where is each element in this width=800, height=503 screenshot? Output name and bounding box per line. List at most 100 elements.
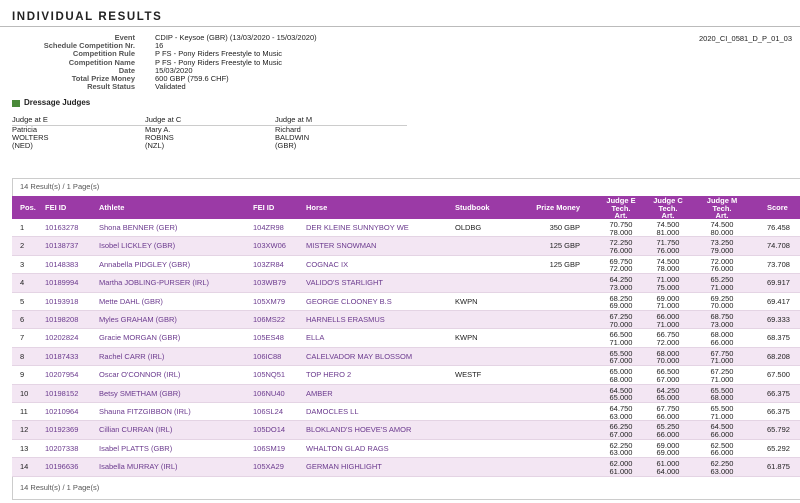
judges-icon [12, 100, 20, 107]
cell-fei-id[interactable]: 10192369 [45, 425, 79, 435]
cell-horse[interactable]: COGNAC IX [306, 259, 349, 269]
cell-horse[interactable]: HARNELLS ERASMUS [306, 315, 385, 324]
cell-athlete[interactable]: Mette DAHL (GBR) [99, 296, 163, 306]
judge-score: 68.250 [609, 293, 633, 303]
judge-score: 71.750 [656, 238, 680, 248]
page-title: INDIVIDUAL RESULTS [12, 11, 163, 23]
cell-fei-id[interactable]: 10210964 [45, 407, 79, 416]
cell-fei-id[interactable]: 10207954 [45, 370, 79, 380]
cell-horse[interactable]: AMBER [306, 388, 333, 398]
cell-horse-id[interactable]: 105DO14 [253, 425, 286, 435]
judge-nation: (GBR) [275, 141, 297, 150]
cell-athlete[interactable]: Shauna FITZGIBBON (IRL) [99, 407, 191, 416]
judge-score: 68.000 [710, 330, 734, 340]
cell-fei-id[interactable]: 10189994 [45, 278, 79, 288]
cell-horse-id[interactable]: 105NQ51 [253, 370, 286, 380]
cell-score: 67.500 [767, 370, 790, 380]
cell-fei-id[interactable]: 10193918 [45, 296, 79, 306]
cell-horse[interactable]: GERMAN HIGHLIGHT [306, 462, 382, 472]
cell-score: 69.917 [767, 278, 790, 288]
cell-fei-id[interactable]: 10187433 [45, 351, 79, 361]
cell-pos: 1 [20, 223, 25, 232]
cell-horse[interactable]: ELLA [306, 333, 325, 343]
column-header: Tech. [712, 203, 732, 213]
judge-last: ROBINS [145, 133, 174, 142]
cell-horse-id[interactable]: 104ZR98 [253, 223, 284, 232]
cell-athlete[interactable]: Myles GRAHAM (GBR) [99, 315, 177, 324]
cell-horse[interactable]: TOP HERO 2 [306, 370, 352, 380]
cell-score: 73.708 [767, 259, 790, 269]
judge-score: 69.000 [656, 293, 680, 303]
cell-fei-id[interactable]: 10138737 [45, 241, 79, 251]
cell-horse-id[interactable]: 106MS22 [253, 315, 286, 324]
table-row [12, 403, 800, 422]
cell-athlete[interactable]: Oscar O'CONNOR (IRL) [99, 370, 181, 380]
cell-fei-id[interactable]: 10207338 [45, 443, 79, 453]
judge-score: 63.000 [609, 411, 633, 421]
cell-athlete[interactable]: Isabel PLATTS (GBR) [99, 443, 173, 453]
cell-fei-id[interactable]: 10202824 [45, 333, 79, 343]
judge-score: 65.500 [609, 348, 633, 358]
judge-score: 72.250 [609, 238, 633, 248]
info-label: Result Status [87, 82, 135, 92]
cell-fei-id[interactable]: 10196636 [45, 462, 79, 472]
cell-athlete[interactable]: Isobel LICKLEY (GBR) [99, 241, 176, 251]
judge-score: 72.000 [710, 256, 734, 266]
judge-score: 67.000 [609, 356, 633, 366]
cell-horse-id[interactable]: 106SM19 [253, 443, 286, 453]
cell-athlete[interactable]: Rachel CARR (IRL) [99, 351, 165, 361]
column-header: Art. [661, 211, 675, 220]
cell-studbook: KWPN [455, 333, 478, 343]
cell-athlete[interactable]: Betsy SMETHAM (GBR) [99, 388, 181, 398]
table-row [12, 237, 800, 256]
cell-horse[interactable]: BLOKLAND'S HOEVE'S AMOR [306, 425, 412, 435]
cell-horse-id[interactable]: 103ZR84 [253, 259, 284, 269]
cell-horse-id[interactable]: 103WB79 [253, 278, 286, 288]
cell-athlete[interactable]: Shona BENNER (GER) [99, 223, 178, 232]
cell-athlete[interactable]: Cillian CURRAN (IRL) [99, 425, 173, 435]
judge-score: 64.500 [710, 422, 734, 432]
column-header: Pos. [20, 203, 36, 212]
cell-studbook: WESTF [455, 370, 482, 380]
table-row [12, 421, 800, 440]
cell-horse[interactable]: CALELVADOR MAY BLOSSOM [306, 351, 413, 361]
info-value: 600 GBP (759.6 CHF) [155, 74, 229, 83]
judge-score: 71.000 [710, 411, 734, 421]
cell-athlete[interactable]: Gracie MORGAN (GBR) [99, 333, 181, 343]
cell-athlete[interactable]: Martha JOBLING-PURSER (IRL) [99, 278, 210, 288]
cell-horse-id[interactable]: 105XM79 [253, 296, 286, 306]
cell-prize: 125 GBP [549, 241, 580, 251]
table-row [12, 255, 800, 275]
cell-horse[interactable]: WHALTON GLAD RAGS [306, 443, 389, 453]
judge-score: 64.750 [609, 404, 633, 413]
judge-score: 73.000 [609, 282, 633, 292]
cell-athlete[interactable]: Isabella MURRAY (IRL) [99, 462, 178, 472]
cell-fei-id[interactable]: 10198152 [45, 388, 79, 398]
table-row [12, 384, 800, 403]
cell-fei-id[interactable]: 10198208 [45, 315, 79, 324]
column-header: Art. [715, 211, 729, 220]
cell-prize: 125 GBP [549, 259, 580, 269]
judge-score: 66.000 [656, 411, 680, 421]
cell-athlete[interactable]: Annabella PIDGLEY (GBR) [99, 259, 191, 269]
cell-fei-id[interactable]: 10148383 [45, 259, 79, 269]
cell-score: 68.208 [767, 351, 790, 361]
judge-score: 65.000 [656, 393, 680, 403]
cell-horse-id[interactable]: 106IC88 [253, 351, 282, 361]
cell-fei-id[interactable]: 10163278 [45, 223, 79, 232]
judge-score: 78.000 [609, 227, 633, 237]
cell-horse-id[interactable]: 106NU40 [253, 388, 285, 398]
cell-horse-id[interactable]: 103XW06 [253, 241, 286, 251]
info-value: P FS - Pony Riders Freestyle to Music [155, 57, 282, 67]
judge-score: 64.250 [656, 385, 680, 395]
judge-score: 71.000 [609, 337, 633, 347]
judge-score: 67.750 [710, 348, 734, 358]
cell-horse-id[interactable]: 105ES48 [253, 333, 284, 343]
cell-horse[interactable]: DAMOCLES LL [306, 407, 359, 416]
cell-horse-id[interactable]: 106SL24 [253, 407, 284, 416]
cell-horse-id[interactable]: 105XA29 [253, 462, 284, 472]
cell-horse[interactable]: VALIDO'S STARLIGHT [306, 278, 384, 288]
cell-horse[interactable]: DER KLEINE SUNNYBOY WE [306, 223, 409, 232]
cell-horse[interactable]: MISTER SNOWMAN [306, 241, 377, 251]
cell-horse[interactable]: GEORGE CLOONEY B.S [306, 296, 392, 306]
